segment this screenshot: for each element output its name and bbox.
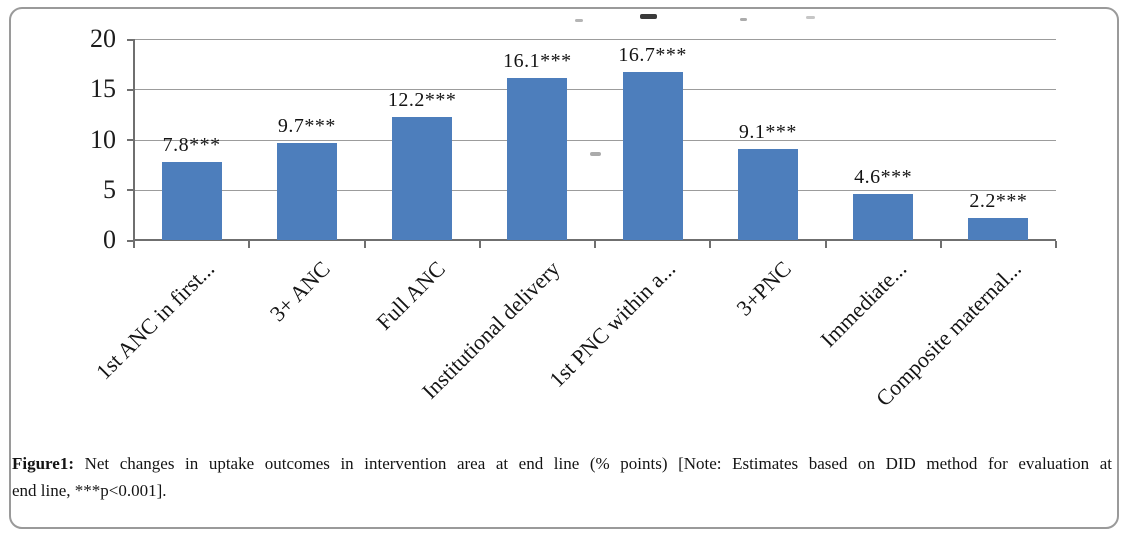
x-tick xyxy=(1055,241,1057,248)
x-axis-label: 3+PNC xyxy=(731,256,796,321)
gridline xyxy=(134,189,1056,191)
bar-value-label: 16.7*** xyxy=(618,44,687,67)
bar xyxy=(161,161,222,240)
bar-value-label: 4.6*** xyxy=(854,165,913,188)
bar-value-label: 12.2*** xyxy=(387,89,457,112)
compression-artifact xyxy=(740,18,747,21)
y-axis xyxy=(133,39,135,248)
x-axis-label: 3+ ANC xyxy=(264,256,335,327)
y-tick xyxy=(127,239,135,242)
x-tick xyxy=(133,241,135,248)
x-tick xyxy=(478,241,481,248)
compression-artifact xyxy=(806,16,815,19)
x-tick xyxy=(594,241,596,248)
compression-artifact xyxy=(575,19,583,22)
x-tick xyxy=(939,241,942,248)
caption-figure-label: Figure1: xyxy=(12,454,75,473)
gridline xyxy=(134,139,1056,141)
y-axis-label: 10 xyxy=(90,124,116,154)
caption-text: Net changes in uptake outcomes in interv… xyxy=(74,454,1112,473)
bar-value-label: 9.1*** xyxy=(738,120,797,143)
bar-value-label: 7.8*** xyxy=(162,133,221,156)
x-axis-label: Full ANC xyxy=(371,256,450,335)
bar xyxy=(622,72,683,240)
gridline xyxy=(134,89,1056,91)
compression-artifact xyxy=(590,152,601,156)
bar-value-label: 9.7*** xyxy=(277,114,336,137)
y-tick xyxy=(127,38,135,41)
bar xyxy=(968,217,1029,240)
x-axis-label: Immediate... xyxy=(814,256,911,352)
x-axis-label: 1st PNC within a... xyxy=(544,256,681,393)
caption-line-1: Figure1: Net changes in uptake outcomes … xyxy=(12,450,1112,477)
figure-caption: Figure1: Net changes in uptake outcomes … xyxy=(12,450,1112,504)
x-tick xyxy=(363,241,366,248)
x-axis-label: 1st ANC in first... xyxy=(90,256,220,385)
y-tick xyxy=(127,88,135,91)
bar-value-label: 16.1*** xyxy=(503,50,572,73)
y-tick xyxy=(127,189,135,192)
bar xyxy=(853,193,914,240)
y-axis-label: 5 xyxy=(103,174,116,204)
y-axis-label: 15 xyxy=(90,74,116,104)
compression-artifact xyxy=(640,14,657,19)
bar xyxy=(507,78,568,240)
y-axis-label: 0 xyxy=(103,225,116,254)
bar xyxy=(276,142,337,240)
y-tick xyxy=(127,139,135,141)
bar xyxy=(392,117,453,240)
x-tick xyxy=(709,241,712,248)
gridline xyxy=(134,39,1056,40)
caption-line-2: end line, ***p<0.001]. xyxy=(12,481,167,500)
x-axis xyxy=(134,239,1056,241)
y-axis-label: 20 xyxy=(90,24,116,53)
x-tick xyxy=(824,241,827,248)
x-tick xyxy=(248,241,251,248)
bar-value-label: 2.2*** xyxy=(969,189,1028,212)
bar xyxy=(737,148,798,240)
